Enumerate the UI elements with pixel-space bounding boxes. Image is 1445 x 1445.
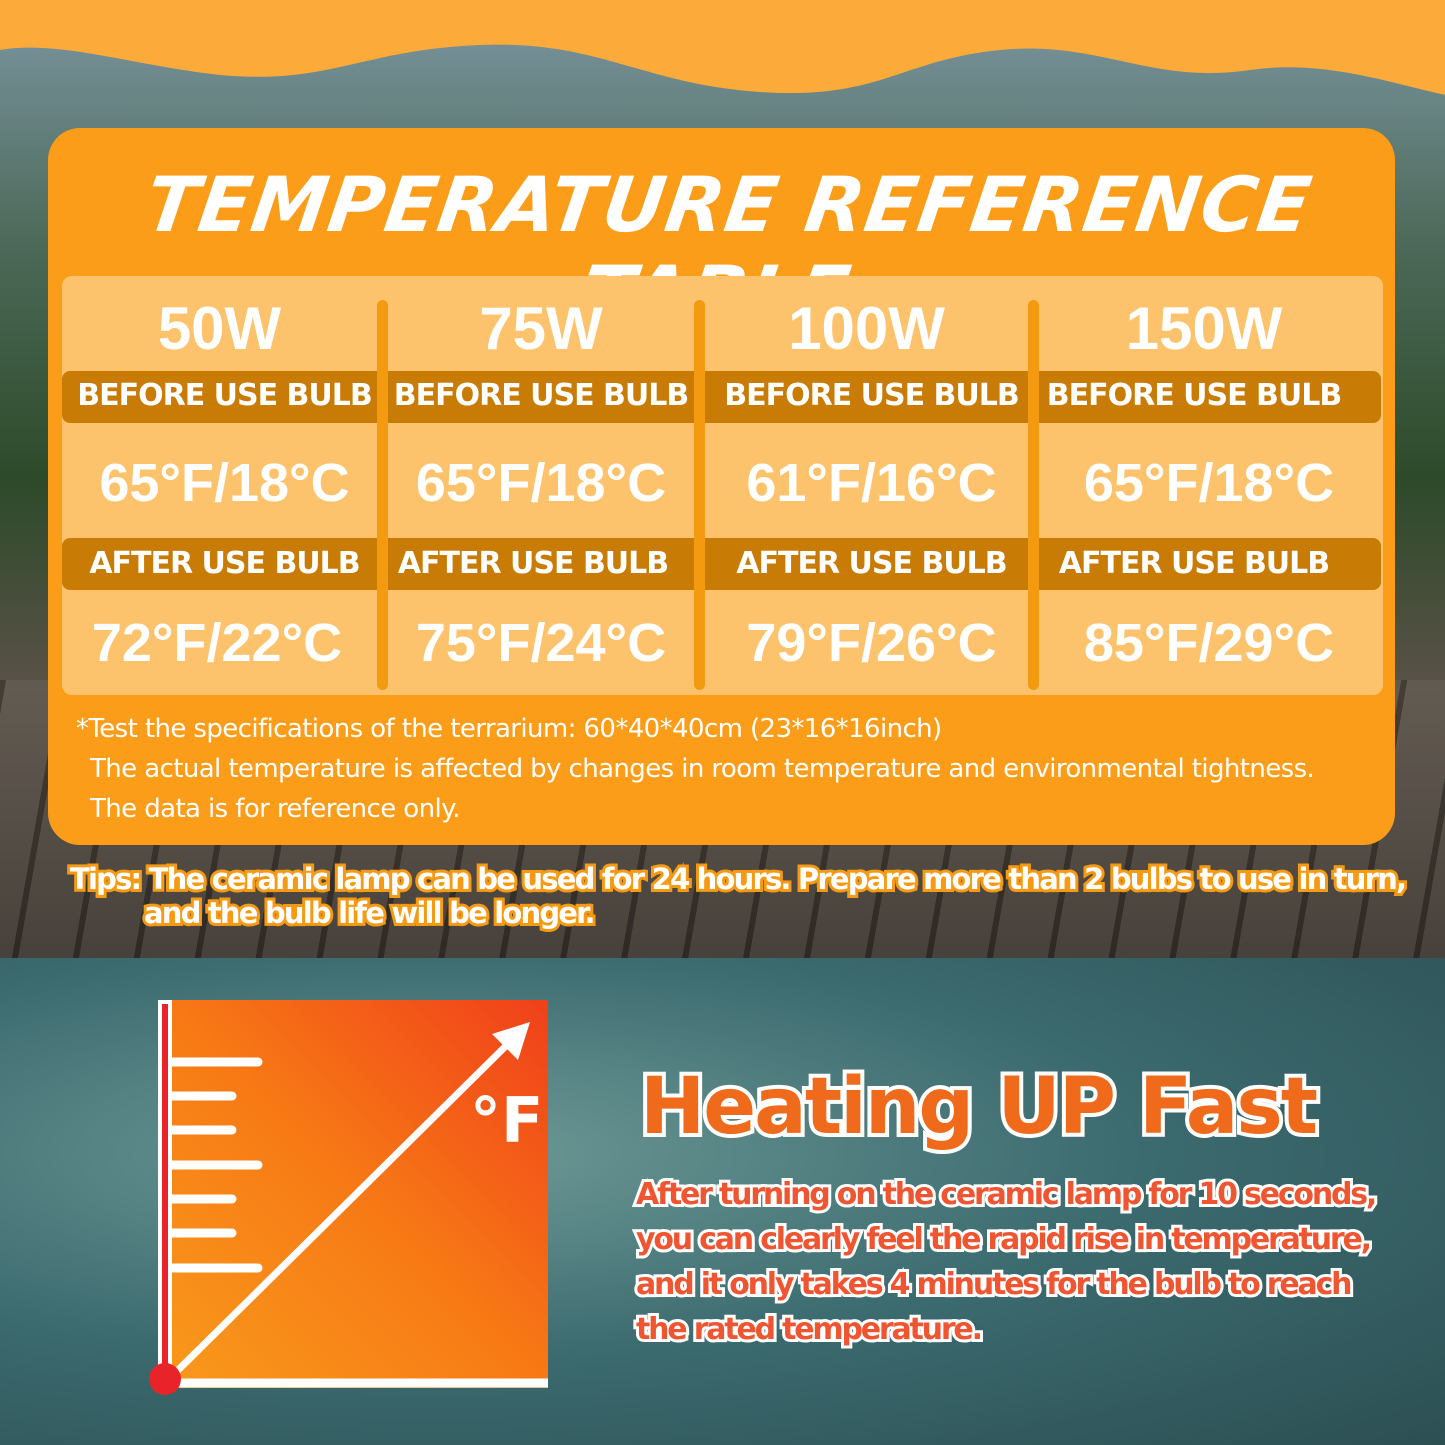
before-band [62,371,1381,423]
fahrenheit-label: °F [470,1084,543,1157]
arrow-head-icon [492,1022,530,1060]
table-panel [62,276,1383,695]
description-line: the rated temperature. [633,1309,986,1350]
column-divider [377,300,388,690]
temperature-note: The actual temperature is affected by ch… [90,754,1315,784]
after-label: AFTER USE BULB [397,546,669,581]
orange-wave-banner [0,0,1445,95]
scale-ticks [167,1057,263,1273]
before-value: 61°F/16°C [746,453,997,513]
heating-graphic: °F [149,1000,548,1395]
after-label: AFTER USE BULB [1058,546,1330,581]
wattage: 150W [1125,295,1283,362]
tips-line-1: Tips: The ceramic lamp can be used for 2… [67,859,1410,899]
after-value: 75°F/24°C [415,613,667,673]
before-value: 65°F/18°C [99,453,350,513]
wattage: 100W [788,295,945,362]
wattage: 50W [157,295,282,362]
after-value: 79°F/26°C [746,613,997,673]
column-divider [1028,300,1039,690]
after-label: AFTER USE BULB [736,546,1007,581]
heating-description: After turning on the ceramic lamp for 10… [633,1172,1380,1352]
before-value: 65°F/18°C [415,453,667,513]
after-band [62,538,1381,590]
heating-heading: Heating UP Fast [636,1058,1322,1156]
after-value: 85°F/29°C [1083,613,1335,673]
tips-line-2: and the bulb life will be longer. [141,893,599,933]
thermometer-line [162,1004,168,1379]
after-label: AFTER USE BULB [89,546,360,581]
after-value: 72°F/22°C [91,613,343,673]
before-label: BEFORE USE BULB [1046,378,1343,413]
description-line: you can clearly feel the rapid rise in t… [633,1219,1375,1260]
before-label: BEFORE USE BULB [393,378,690,413]
test-spec-note: *Test the specifications of the terrariu… [76,714,942,744]
before-value: 65°F/18°C [1083,453,1335,513]
description-line: and it only takes 4 minutes for the bulb… [633,1264,1356,1305]
reference-note: The data is for reference only. [90,794,460,824]
column-divider [694,300,705,690]
arrow-line [165,1029,523,1383]
before-label: BEFORE USE BULB [77,378,373,413]
thermometer-bulb [149,1363,181,1395]
description-line: After turning on the ceramic lamp for 10… [633,1174,1380,1215]
before-label: BEFORE USE BULB [724,378,1020,413]
wattage: 75W [479,295,603,362]
